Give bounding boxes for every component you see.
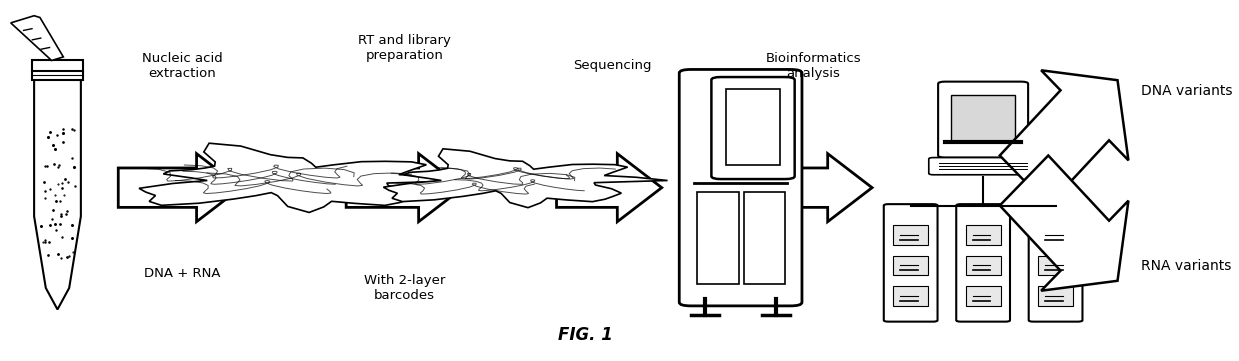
- Text: Sequencing: Sequencing: [574, 59, 652, 72]
- Bar: [893, 256, 928, 275]
- Polygon shape: [346, 154, 463, 222]
- Polygon shape: [756, 154, 872, 222]
- Polygon shape: [139, 143, 473, 213]
- Bar: [726, 89, 781, 165]
- Bar: [1038, 225, 1073, 245]
- Text: DNA variants: DNA variants: [1141, 84, 1233, 98]
- Bar: [965, 286, 1001, 306]
- FancyBboxPatch shape: [929, 157, 1037, 175]
- Polygon shape: [383, 149, 668, 208]
- Text: DNA + RNA: DNA + RNA: [144, 267, 221, 280]
- Text: RT and library
preparation: RT and library preparation: [358, 34, 451, 62]
- Bar: [1038, 286, 1073, 306]
- Polygon shape: [556, 154, 662, 222]
- FancyBboxPatch shape: [711, 77, 794, 179]
- Bar: [743, 192, 786, 284]
- Polygon shape: [1000, 70, 1129, 205]
- Bar: [32, 61, 83, 80]
- Bar: [893, 225, 928, 245]
- FancyBboxPatch shape: [883, 204, 938, 322]
- FancyBboxPatch shape: [679, 69, 802, 306]
- Text: Nucleic acid
extraction: Nucleic acid extraction: [142, 52, 223, 80]
- Polygon shape: [118, 154, 240, 222]
- FancyBboxPatch shape: [1028, 204, 1083, 322]
- FancyBboxPatch shape: [938, 82, 1028, 157]
- FancyBboxPatch shape: [957, 204, 1010, 322]
- Text: RNA variants: RNA variants: [1141, 260, 1232, 274]
- Bar: [965, 256, 1001, 275]
- Text: With 2-layer
barcodes: With 2-layer barcodes: [364, 274, 445, 302]
- Text: FIG. 1: FIG. 1: [559, 326, 613, 344]
- Bar: [1038, 256, 1073, 275]
- Bar: [893, 286, 928, 306]
- Polygon shape: [11, 16, 63, 61]
- Polygon shape: [35, 73, 81, 309]
- Bar: [696, 192, 738, 284]
- Text: Bioinformatics
analysis: Bioinformatics analysis: [766, 52, 861, 80]
- Bar: [952, 95, 1015, 141]
- Polygon shape: [1000, 156, 1129, 291]
- Bar: [965, 225, 1001, 245]
